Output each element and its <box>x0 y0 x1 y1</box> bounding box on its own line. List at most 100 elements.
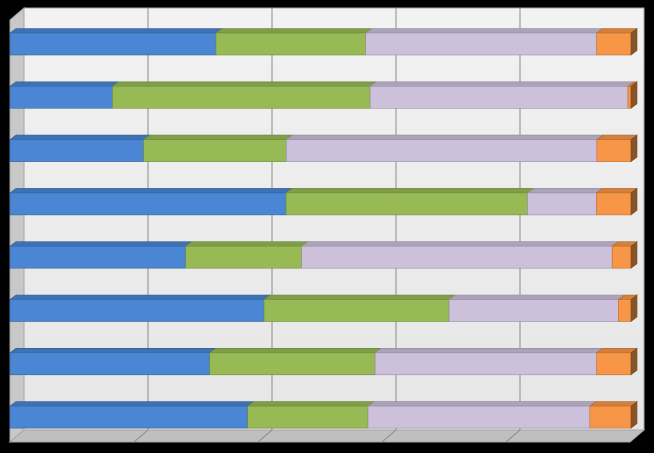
bar-segment <box>588 401 638 429</box>
bar-segment <box>367 401 597 429</box>
bar-segment-front <box>611 245 632 269</box>
bar-end-face <box>630 187 638 216</box>
bar-segment-top <box>595 28 638 34</box>
bar-segment-top <box>448 294 626 300</box>
bar-segment-front <box>285 192 528 216</box>
bar-segment-top <box>263 294 456 300</box>
bar-row <box>9 27 638 56</box>
floor-gridline-40 <box>257 429 273 443</box>
bar-segment <box>9 347 217 376</box>
bar-segment-top <box>595 188 638 194</box>
bar-segment-front <box>448 299 619 322</box>
bar-segment <box>369 81 635 109</box>
bar-segment-top <box>285 134 604 140</box>
bar-segment <box>595 188 638 216</box>
bar-segment <box>208 347 383 376</box>
bar-segment <box>9 294 271 322</box>
bar-segment-top <box>595 134 638 140</box>
bar-end-face <box>630 27 638 56</box>
bar-segment-top <box>300 241 620 247</box>
bar-row <box>9 187 638 216</box>
bar-row <box>9 294 638 323</box>
bar-segment-top <box>184 241 309 247</box>
bar-segment-top <box>285 188 535 194</box>
bar-segment <box>111 81 378 109</box>
bar-segment-top <box>111 81 378 87</box>
bar-segment-front <box>247 405 369 429</box>
bar-row <box>9 241 638 269</box>
bar-segment-top <box>367 401 597 407</box>
bar-segment-front <box>112 86 371 109</box>
bar-segment-top <box>595 347 638 354</box>
bar-segment-top <box>9 401 255 407</box>
bar-end-face <box>630 294 638 323</box>
bar-segment-front <box>9 192 287 216</box>
bar-end-face <box>630 81 638 109</box>
side-wall <box>9 6 25 444</box>
bar-segment-front <box>301 245 613 269</box>
bar-segment <box>285 134 604 162</box>
bar-segment-top <box>588 401 638 407</box>
bar-segment-top <box>142 134 294 140</box>
bar-segment-top <box>9 28 223 34</box>
bar-segment-front <box>596 139 632 162</box>
bar-segment-front <box>369 86 629 109</box>
bar-segment-front <box>627 86 632 109</box>
bar-segment <box>595 28 638 56</box>
bar-segment-top <box>9 188 293 194</box>
bar-segment-top <box>374 347 604 354</box>
plot-walls <box>8 6 646 444</box>
floor-gridline-80 <box>505 429 521 443</box>
bar-end-face <box>630 401 638 429</box>
bar-segment-top <box>208 347 383 354</box>
bar-segment <box>448 294 626 322</box>
bar-segment-top <box>9 134 151 140</box>
bar-segment-front <box>367 405 591 429</box>
bar-row <box>9 134 638 163</box>
bar-segment-front <box>9 299 265 322</box>
bar-segment-top <box>9 294 271 300</box>
bar-segment-front <box>618 299 632 322</box>
bar-segment-top <box>246 401 375 407</box>
bar-segment <box>9 28 223 56</box>
bar-segment-front <box>9 32 217 56</box>
bar-segment <box>215 28 373 56</box>
bar-segment-front <box>9 86 113 109</box>
bar-segment-front <box>596 352 632 376</box>
bar-segment <box>526 188 604 216</box>
bar-segment-front <box>215 32 367 56</box>
bar-segment <box>611 241 638 269</box>
bar-segment-front <box>596 32 632 56</box>
bar-segment <box>364 28 604 56</box>
floor-gridline-60 <box>381 429 397 443</box>
bar-segment-front <box>209 352 376 376</box>
bar-row <box>9 401 638 429</box>
bar-segment-front <box>374 352 597 376</box>
floor-gridline-20 <box>133 429 149 443</box>
bar-end-face <box>630 347 638 376</box>
bar-segment-front <box>143 139 287 162</box>
bar-segment <box>285 188 535 216</box>
bar-segment-front <box>9 352 211 376</box>
bar-segment-top <box>9 81 120 87</box>
bar-segment-top <box>9 347 217 354</box>
bar-segment <box>9 134 151 162</box>
bar-segment-front <box>9 405 248 429</box>
bar-segment <box>300 241 620 269</box>
bar-segment-front <box>596 192 632 216</box>
bar-segment-top <box>369 81 635 87</box>
bar-segment <box>142 134 294 162</box>
bar-segment-front <box>365 32 597 56</box>
bar-segment-front <box>9 245 186 269</box>
bar-segment-top <box>364 28 604 34</box>
bars <box>9 27 638 429</box>
bar-segment <box>9 241 193 269</box>
bar-segment <box>9 81 120 109</box>
floor <box>8 429 646 443</box>
bar-segment-front <box>9 139 144 162</box>
bar-segment <box>374 347 604 376</box>
bar-segment <box>9 401 255 429</box>
bar-end-face <box>630 241 638 269</box>
